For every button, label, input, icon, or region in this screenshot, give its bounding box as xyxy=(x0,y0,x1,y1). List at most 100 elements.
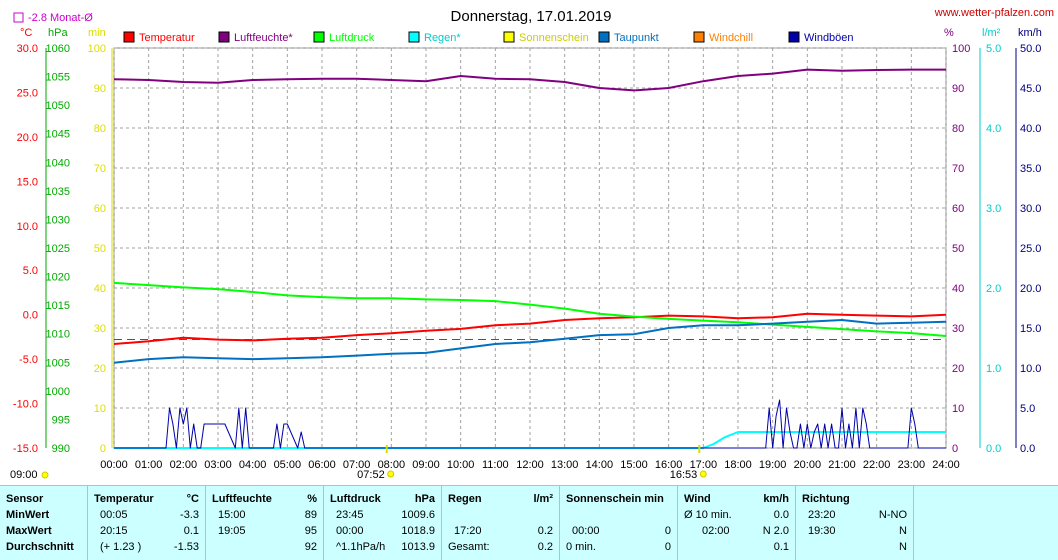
monthly-avg-marker-icon xyxy=(13,12,24,23)
stats-sun-max-time: 00:00 xyxy=(572,525,600,537)
series-line-1 xyxy=(113,68,946,92)
stats-dir-min-value: N-NO xyxy=(878,509,907,521)
stats-row-label-max: MaxWert xyxy=(6,525,52,537)
x-tick-label: 18:00 xyxy=(724,459,752,471)
pressure-axis-tick: 1035 xyxy=(46,186,70,198)
stats-temp-avg-note: (+ 1.23 ) xyxy=(100,541,142,553)
wind-axis-tick: 50.0 xyxy=(1020,43,1041,55)
x-tick-label: 10:00 xyxy=(447,459,475,471)
weather-chart: 00:00 01:00 02:00 03:00 04:00 05:00 06:00 07:00… xyxy=(10,7,1054,481)
temp-axis-tick: -15.0 xyxy=(13,443,38,455)
stats-hum-min-value: 89 xyxy=(304,509,317,521)
x-tick-label: 15:00 xyxy=(620,459,648,471)
temp-axis-tick: 25.0 xyxy=(17,87,38,99)
stats-header-wind: Wind xyxy=(684,493,711,505)
humidity-axis-tick: 100 xyxy=(952,43,970,55)
stats-header-pressure: Luftdruck xyxy=(330,493,381,505)
x-tick-label: 14:00 xyxy=(586,459,614,471)
legend-swatch xyxy=(123,31,135,43)
minutes-axis-tick: 40 xyxy=(94,283,106,295)
stats-rain-total-label: Gesamt: xyxy=(448,541,490,553)
legend-swatch xyxy=(408,31,420,43)
stats-header-pressure-unit: hPa xyxy=(414,493,435,505)
humidity-axis-tick: 80 xyxy=(952,123,964,135)
corner-sun-icon xyxy=(41,471,49,479)
chart-svg: 00:00 01:00 02:00 03:00 04:00 05:00 06:00 07:00… xyxy=(10,7,1054,481)
wind-axis-tick: 10.0 xyxy=(1020,363,1041,375)
x-tick-label: 11:00 xyxy=(482,459,509,471)
stats-dir-max-value: N xyxy=(899,525,907,537)
x-tick-label: 08:00 xyxy=(378,459,406,471)
stats-hum-max-time: 19:05 xyxy=(218,525,246,537)
stats-temp-avg-value: -1.53 xyxy=(173,541,199,553)
stats-col-temperature: Temperatur °C 00:05 -3.3 20:15 0.1 (+ 1.… xyxy=(88,486,206,560)
stats-header-rain-unit: l/m² xyxy=(533,493,553,505)
minutes-axis-tick: 0 xyxy=(100,443,106,455)
stats-dir-min-time: 23:20 xyxy=(808,509,836,521)
stats-press-min-time: 23:45 xyxy=(336,509,364,521)
legend-label: Luftfeuchte* xyxy=(234,32,293,44)
x-tick-label: 02:00 xyxy=(170,459,198,471)
corner-time: 09:00 xyxy=(10,469,38,481)
series-line-2 xyxy=(113,281,947,337)
legend-swatch xyxy=(503,31,515,43)
humidity-axis-tick: 40 xyxy=(952,283,964,295)
humidity-axis-tick: 70 xyxy=(952,163,964,175)
stats-temp-min-value: -3.3 xyxy=(180,509,199,521)
humidity-axis-tick: 30 xyxy=(952,323,964,335)
rain-axis-tick: 0.0 xyxy=(986,443,1001,455)
wind-axis-tick: 0.0 xyxy=(1020,443,1035,455)
stats-wind-min-label: Ø 10 min. xyxy=(684,509,732,521)
temp-axis-tick: 10.0 xyxy=(17,221,38,233)
x-tick-label: 20:00 xyxy=(794,459,822,471)
x-tick-label: 12:00 xyxy=(516,459,544,471)
stats-temp-max-time: 20:15 xyxy=(100,525,128,537)
pressure-axis-tick: 1045 xyxy=(46,129,70,141)
wind-axis-tick: 20.0 xyxy=(1020,283,1041,295)
series-line-0 xyxy=(113,312,947,345)
humidity-axis-tick: 50 xyxy=(952,243,964,255)
x-tick-label: 13:00 xyxy=(551,459,579,471)
minutes-axis-tick: 50 xyxy=(94,243,106,255)
stats-temp-min-time: 00:05 xyxy=(100,509,128,521)
stats-header-direction: Richtung xyxy=(802,493,850,505)
stats-col-sunshine: Sonnenschein min 00:00 0 0 min. 0 xyxy=(560,486,678,560)
legend-label: Taupunkt xyxy=(614,32,659,44)
x-tick-label: 01:00 xyxy=(135,459,163,471)
pressure-axis-tick: 995 xyxy=(52,414,70,426)
stats-col-direction: Richtung 23:20 N-NO 19:30 N N xyxy=(796,486,914,560)
pressure-axis-tick: 1055 xyxy=(46,72,70,84)
axis-unit-label: l/m² xyxy=(982,27,1001,39)
stats-press-max-time: 00:00 xyxy=(336,525,364,537)
series-line-3 xyxy=(113,319,947,364)
legend-swatch xyxy=(218,31,230,43)
wind-axis-tick: 35.0 xyxy=(1020,163,1041,175)
wind-axis-tick: 25.0 xyxy=(1020,243,1041,255)
x-tick-label: 06:00 xyxy=(308,459,336,471)
legend-label: Windböen xyxy=(804,32,854,44)
stats-press-trend: ^1.1hPa/h xyxy=(336,541,386,553)
stats-temp-max-value: 0.1 xyxy=(183,525,199,537)
stats-press-avg-value: 1013.9 xyxy=(401,541,435,553)
legend-label: Windchill xyxy=(709,32,753,44)
temp-axis-tick: 5.0 xyxy=(23,265,38,277)
stats-row-label-min: MinWert xyxy=(6,509,50,521)
x-tick-label: 17:00 xyxy=(690,459,718,471)
temp-axis-tick: 30.0 xyxy=(17,43,38,55)
stats-rain-max-value: 0.2 xyxy=(537,525,553,537)
temp-axis-tick: 0.0 xyxy=(23,310,38,322)
temp-axis-tick: 15.0 xyxy=(17,176,38,188)
x-tick-label: 00:00 xyxy=(100,459,128,471)
stats-dir-max-time: 19:30 xyxy=(808,525,836,537)
monthly-avg-label: -2.8 Monat-Ø xyxy=(28,12,93,24)
x-tick-label: 24:00 xyxy=(932,459,960,471)
chart-title: Donnerstag, 17.01.2019 xyxy=(451,8,612,25)
series-line-4 xyxy=(114,431,946,449)
stats-wind-avg-value: 0.1 xyxy=(773,541,789,553)
axis-unit-label: hPa xyxy=(48,27,68,39)
stats-press-min-value: 1009.6 xyxy=(401,509,435,521)
stats-header-sunshine: Sonnenschein min xyxy=(566,493,664,505)
stats-row-label-avg: Durchschnitt xyxy=(6,541,74,553)
wind-axis-tick: 30.0 xyxy=(1020,203,1041,215)
pressure-axis-tick: 1010 xyxy=(46,329,70,341)
